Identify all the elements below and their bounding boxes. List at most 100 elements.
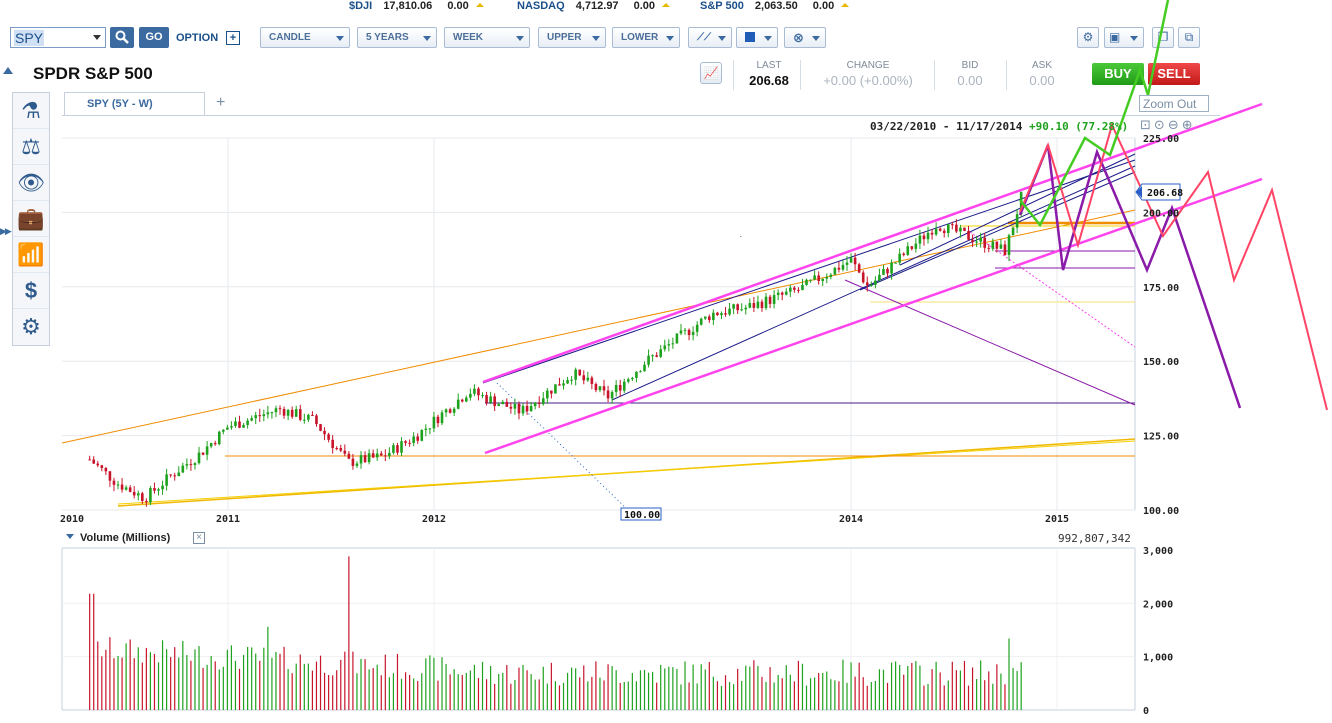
symbol-input-value[interactable]: SPY bbox=[14, 30, 45, 46]
candle-body bbox=[1003, 244, 1007, 255]
candle-body bbox=[258, 415, 262, 417]
eye-icon[interactable]: 👁 bbox=[13, 165, 49, 201]
change-quote: CHANGE +0.00 (+0.00%) bbox=[806, 60, 930, 88]
candle-body bbox=[505, 401, 509, 407]
candle-body bbox=[189, 464, 193, 466]
chevron-down-icon[interactable] bbox=[66, 534, 74, 539]
option-label[interactable]: OPTION bbox=[176, 32, 219, 44]
fit-icon[interactable]: ⊡ bbox=[1140, 117, 1154, 132]
draw-tool-dropdown[interactable]: ⟋⟋ bbox=[688, 27, 732, 48]
save-dropdown[interactable]: ▣ bbox=[1104, 27, 1144, 48]
layout-icon[interactable]: ⧉ bbox=[1178, 27, 1200, 48]
y-tick-label: 175.00 bbox=[1143, 283, 1179, 294]
chevron-down-icon bbox=[336, 36, 344, 41]
symbol-input[interactable]: SPY bbox=[10, 27, 106, 48]
color-dropdown[interactable] bbox=[736, 27, 778, 48]
candle-body bbox=[946, 224, 950, 233]
chevron-down-icon bbox=[666, 36, 674, 41]
candle-body bbox=[104, 467, 108, 472]
candle-body bbox=[460, 399, 464, 402]
collapse-icon[interactable] bbox=[3, 67, 13, 74]
candle-body bbox=[132, 491, 136, 496]
close-icon[interactable]: × bbox=[193, 532, 205, 544]
upper-dropdown[interactable]: UPPER bbox=[538, 27, 606, 48]
candle-body bbox=[748, 303, 752, 308]
clear-dropdown[interactable]: ⊗ bbox=[784, 27, 826, 48]
dollar-icon[interactable]: $ bbox=[13, 273, 49, 309]
search-button[interactable] bbox=[110, 27, 134, 48]
zoom-plus-icon[interactable]: ⊕ bbox=[1181, 117, 1196, 132]
zoom-minus-icon[interactable]: ⊖ bbox=[1167, 117, 1182, 132]
y-tick-label: 125.00 bbox=[1143, 432, 1179, 443]
candle-body bbox=[971, 239, 974, 243]
market-ticker: $DJI 17,810.06 0.00 NASDAQ 4,712.97 0.00… bbox=[0, 0, 1220, 14]
volume-tick-label: 0 bbox=[1143, 706, 1149, 717]
quote-chart-icon[interactable]: 📈 bbox=[700, 62, 722, 84]
candle-body bbox=[833, 267, 837, 275]
unchanged-icon bbox=[841, 3, 850, 7]
sell-button[interactable]: SELL bbox=[1148, 63, 1200, 85]
chart-area bbox=[62, 115, 1220, 715]
candle-body bbox=[416, 436, 420, 441]
zoom-search-icon[interactable]: ⊙ bbox=[1153, 117, 1168, 132]
add-tab-button[interactable]: + bbox=[216, 94, 226, 111]
blue-dotted-line bbox=[496, 382, 631, 513]
magenta-channel-top bbox=[482, 102, 1263, 384]
candle-body bbox=[845, 262, 849, 265]
expand-sidebar-icon[interactable]: ▶▶ bbox=[0, 226, 12, 236]
candle-body bbox=[614, 384, 618, 393]
candle-body bbox=[963, 227, 966, 231]
candle-body bbox=[448, 409, 452, 413]
volume-panel-title[interactable]: Volume (Millions) bbox=[66, 532, 170, 544]
change-value: +0.00 (+0.00%) bbox=[823, 73, 913, 88]
candle-body bbox=[736, 304, 739, 311]
briefcase-icon[interactable]: 💼 bbox=[13, 201, 49, 237]
go-button[interactable]: GO bbox=[139, 27, 169, 48]
candle-body bbox=[578, 369, 582, 376]
unchanged-icon bbox=[662, 3, 671, 7]
candle-body bbox=[813, 275, 816, 280]
candle-body bbox=[136, 493, 140, 496]
candle-body bbox=[817, 275, 820, 281]
plus-icon[interactable]: + bbox=[226, 31, 240, 45]
candle-body bbox=[744, 307, 748, 310]
buy-button[interactable]: BUY bbox=[1092, 63, 1144, 85]
candle-body bbox=[878, 274, 881, 281]
zoom-out-button[interactable]: Zoom Out bbox=[1139, 95, 1209, 112]
price-highlight-label: 100.00 bbox=[624, 510, 660, 521]
interval-dropdown[interactable]: WEEK bbox=[444, 27, 530, 48]
candle-body bbox=[266, 412, 270, 415]
candle-body bbox=[359, 455, 363, 464]
candle-body bbox=[825, 276, 829, 279]
candle-body bbox=[181, 465, 185, 473]
candle-body bbox=[489, 396, 492, 403]
ticker-change: 0.00 bbox=[447, 0, 469, 12]
candle-body bbox=[177, 472, 181, 477]
period-dropdown[interactable]: 5 YEARS bbox=[357, 27, 437, 48]
lower-dropdown[interactable]: LOWER bbox=[612, 27, 680, 48]
tab-spy-chart[interactable]: SPY (5Y - W) bbox=[64, 92, 205, 116]
candle-body bbox=[683, 329, 687, 331]
candle-body bbox=[663, 345, 667, 350]
x-tick-label: 2010 bbox=[60, 514, 84, 525]
candle-body bbox=[242, 425, 245, 428]
candle-body bbox=[724, 313, 727, 315]
candle-body bbox=[116, 484, 120, 486]
chart-type-dropdown[interactable]: CANDLE bbox=[260, 27, 350, 48]
candle-body bbox=[497, 404, 501, 407]
bar-chart-icon[interactable]: 📶 bbox=[13, 237, 49, 273]
candle-body bbox=[477, 388, 480, 396]
navy-channel-line bbox=[482, 159, 1136, 384]
chevron-down-icon[interactable] bbox=[93, 35, 101, 40]
candle-body bbox=[902, 253, 906, 255]
scales-icon[interactable]: ⚖ bbox=[13, 129, 49, 165]
research-icon[interactable]: ⚗ bbox=[13, 93, 49, 129]
gear-icon[interactable]: ⚙ bbox=[21, 314, 41, 339]
candle-body bbox=[712, 312, 715, 321]
candle-body bbox=[1011, 227, 1015, 236]
candle-body bbox=[756, 301, 760, 308]
candle-body bbox=[991, 241, 995, 249]
candle-body bbox=[853, 257, 857, 265]
settings-gear-icon[interactable]: ⚙ bbox=[1077, 27, 1099, 48]
